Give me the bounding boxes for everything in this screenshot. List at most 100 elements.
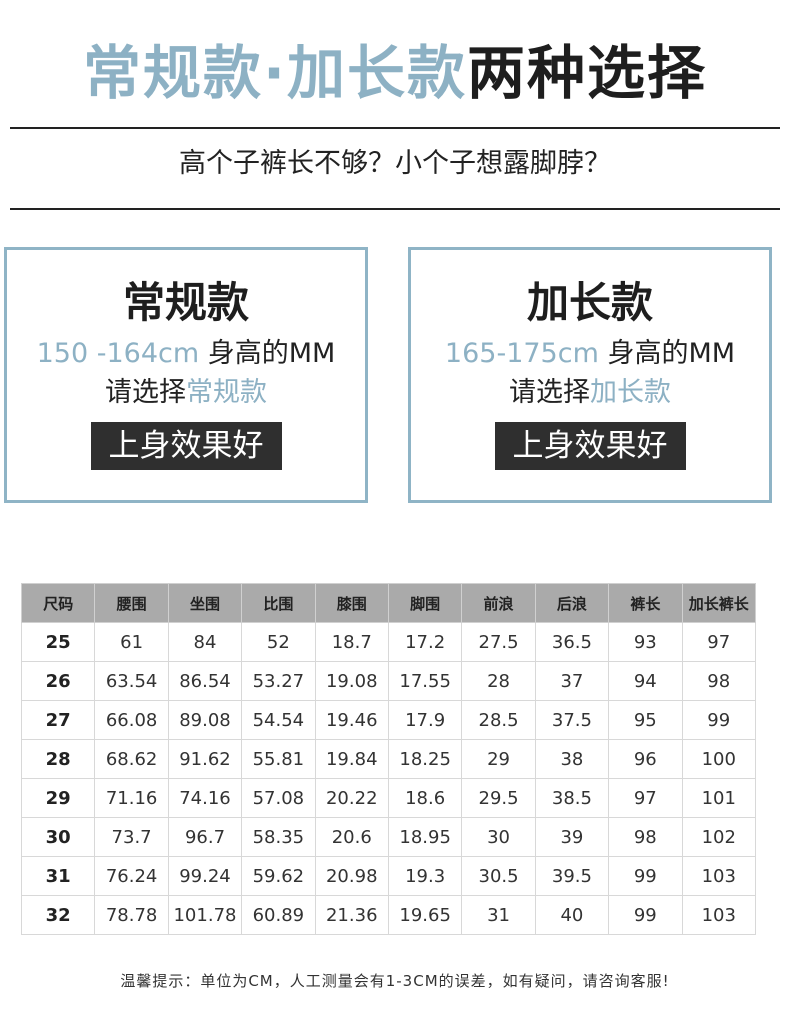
choose-prefix: 请选择: [105, 377, 186, 408]
regular-option-card: 常规款 150 -164cm 身高的MM 请选择常规款 上身效果好: [4, 247, 368, 503]
option-height: 165-175cm 身高的MM: [411, 334, 769, 374]
table-cell: 95: [608, 700, 683, 740]
table-cell: 73.7: [94, 817, 169, 857]
option-height: 150 -164cm 身高的MM: [7, 334, 365, 374]
table-cell: 18.7: [314, 622, 389, 662]
table-cell: 78.78: [94, 895, 169, 935]
table-cell: 18.6: [387, 778, 463, 818]
table-cell: 71.16: [94, 778, 169, 818]
table-cell: 103: [681, 895, 757, 935]
subtitle: 高个子裤长不够？小个子想露脚脖？: [179, 148, 611, 179]
table-cell: 17.2: [387, 622, 463, 662]
height-suffix: 身高的MM: [199, 338, 336, 369]
table-cell: 30.5: [461, 856, 536, 896]
size-cell: 25: [20, 622, 96, 662]
table-row: 28 68.62 91.62 55.81 19.84 18.25 29 38 96 100: [20, 739, 757, 779]
table-cell: 39: [534, 817, 610, 857]
table-cell: 55.81: [241, 739, 316, 779]
table-cell: 37: [534, 661, 610, 701]
long-option-card: 加长款 165-175cm 身高的MM 请选择加长款 上身效果好: [408, 247, 772, 503]
table-cell: 28.5: [461, 700, 536, 740]
size-cell: 28: [20, 739, 96, 779]
table-row: 32 78.78 101.78 60.89 21.36 19.65 31 40 99 103: [20, 895, 757, 935]
table-cell: 38: [534, 739, 610, 779]
table-cell: 103: [681, 856, 757, 896]
title-part-styles: 常规款·加长款: [82, 39, 468, 107]
size-cell: 31: [20, 856, 96, 896]
table-cell: 99: [681, 700, 757, 740]
table-cell: 18.95: [387, 817, 463, 857]
table-cell: 54.54: [241, 700, 316, 740]
choose-prefix: 请选择: [509, 377, 590, 408]
height-range: 150 -164cm: [36, 338, 200, 369]
bottom-divider: [10, 208, 780, 210]
table-cell: 31: [461, 895, 536, 935]
header-cell: 膝围: [314, 583, 389, 623]
table-cell: 84: [167, 622, 243, 662]
option-name: 常规款: [122, 278, 249, 327]
table-cell: 89.08: [167, 700, 243, 740]
footnote: 温馨提示：单位为CM，人工测量会有1-3CM的误差，如有疑问，请咨询客服!: [120, 972, 670, 990]
table-cell: 99: [608, 895, 683, 935]
effect-tag: 上身效果好: [494, 422, 686, 470]
table-cell: 98: [608, 817, 683, 857]
table-cell: 30: [461, 817, 536, 857]
header-cell: 加长裤长: [681, 583, 757, 623]
table-cell: 20.98: [314, 856, 389, 896]
table-row: 27 66.08 89.08 54.54 19.46 17.9 28.5 37.5 95 99: [20, 700, 757, 740]
header-cell: 前浪: [461, 583, 536, 623]
table-cell: 36.5: [534, 622, 610, 662]
size-cell: 27: [20, 700, 96, 740]
size-table-header-row: 尺码 腰围 坐围 比围 膝围 脚围 前浪 后浪 裤长 加长裤长: [20, 583, 757, 623]
table-row: 30 73.7 96.7 58.35 20.6 18.95 30 39 98 102: [20, 817, 757, 857]
table-cell: 101.78: [167, 895, 243, 935]
table-cell: 39.5: [534, 856, 610, 896]
table-cell: 74.16: [167, 778, 243, 818]
table-cell: 52: [241, 622, 316, 662]
table-cell: 99.24: [167, 856, 243, 896]
table-cell: 60.89: [241, 895, 316, 935]
table-cell: 20.6: [314, 817, 389, 857]
table-cell: 102: [681, 817, 757, 857]
size-cell: 26: [20, 661, 96, 701]
table-cell: 98: [681, 661, 757, 701]
header-cell: 裤长: [608, 583, 683, 623]
header-cell: 后浪: [534, 583, 610, 623]
table-cell: 66.08: [94, 700, 169, 740]
table-cell: 17.9: [387, 700, 463, 740]
effect-tag: 上身效果好: [90, 422, 282, 470]
table-row: 31 76.24 99.24 59.62 20.98 19.3 30.5 39.5 99 103: [20, 856, 757, 896]
table-cell: 58.35: [241, 817, 316, 857]
table-cell: 29: [461, 739, 536, 779]
table-cell: 37.5: [534, 700, 610, 740]
header-cell: 脚围: [387, 583, 463, 623]
table-cell: 19.65: [387, 895, 463, 935]
table-cell: 68.62: [94, 739, 169, 779]
choose-style: 加长款: [590, 377, 671, 408]
page-title: 常规款·加长款两种选择: [0, 36, 790, 110]
choose-style: 常规款: [186, 377, 267, 408]
option-choose: 请选择常规款: [7, 374, 365, 412]
header-cell: 腰围: [94, 583, 169, 623]
header-cell: 比围: [241, 583, 316, 623]
table-cell: 59.62: [241, 856, 316, 896]
table-row: 26 63.54 86.54 53.27 19.08 17.55 28 37 94 98: [20, 661, 757, 701]
size-cell: 30: [20, 817, 96, 857]
table-cell: 20.22: [314, 778, 389, 818]
table-cell: 21.36: [314, 895, 389, 935]
table-cell: 96: [608, 739, 683, 779]
table-cell: 97: [681, 622, 757, 662]
header-cell: 尺码: [20, 583, 96, 623]
table-cell: 61: [94, 622, 169, 662]
size-table-body: 25 61 84 52 18.7 17.2 27.5 36.5 93 97 26 63.54 86.54…: [20, 622, 757, 935]
height-range: 165-175cm: [444, 338, 599, 369]
header-cell: 坐围: [167, 583, 243, 623]
table-cell: 19.3: [387, 856, 463, 896]
table-cell: 101: [681, 778, 757, 818]
table-cell: 63.54: [94, 661, 169, 701]
table-cell: 19.84: [314, 739, 389, 779]
table-row: 29 71.16 74.16 57.08 20.22 18.6 29.5 38.5 97 101: [20, 778, 757, 818]
size-cell: 32: [20, 895, 96, 935]
table-cell: 19.46: [314, 700, 389, 740]
size-cell: 29: [20, 778, 96, 818]
